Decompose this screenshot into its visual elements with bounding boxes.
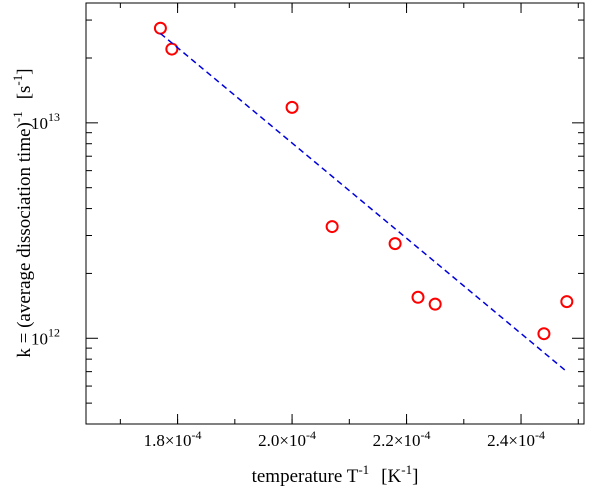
data-point: [537, 327, 551, 341]
data-series: [153, 21, 574, 373]
data-point: [165, 42, 179, 56]
x-axis-label-unit: [K: [381, 466, 401, 487]
x-axis-label-main: temperature T: [252, 466, 359, 487]
fit-line: [159, 32, 568, 373]
x-tick-label: 1.8×10-4: [144, 428, 202, 450]
x-axis-unit-close: ]: [412, 466, 418, 487]
y-axis-label-exp: -1: [10, 111, 25, 122]
data-point: [153, 21, 167, 35]
x-axis-label: temperature T-1 [K-1]: [252, 462, 419, 487]
plot-frame: [85, 2, 585, 425]
data-point: [388, 237, 402, 251]
tick-labels: 1.8×10-4 2.0×10-4 2.2×10-4 2.4×10-4 1012 1013: [31, 110, 545, 450]
y-axis-label-main: k = (average dissociation time): [14, 122, 35, 357]
data-point: [560, 295, 574, 309]
x-tick-label: 2.2×10-4: [373, 428, 431, 450]
y-axis-unit-exp: -1: [10, 75, 25, 86]
y-tick-label: 1013: [31, 110, 60, 133]
data-point: [428, 297, 442, 311]
x-axis-unit-exp: -1: [401, 462, 412, 477]
x-tick-label: 2.0×10-4: [258, 428, 316, 450]
y-tick-label: 1012: [31, 325, 60, 348]
y-axis-label-unit: [s: [14, 86, 35, 100]
y-axis-label: k = (average dissociation time)-1[s-1]: [10, 68, 35, 357]
y-axis-unit-close: ]: [14, 68, 35, 74]
data-point: [411, 290, 425, 304]
data-point: [325, 220, 339, 234]
x-tick-label: 2.4×10-4: [487, 428, 545, 450]
x-axis-label-exp: -1: [358, 462, 369, 477]
axis-ticks: [86, 3, 584, 425]
data-point: [285, 100, 299, 114]
